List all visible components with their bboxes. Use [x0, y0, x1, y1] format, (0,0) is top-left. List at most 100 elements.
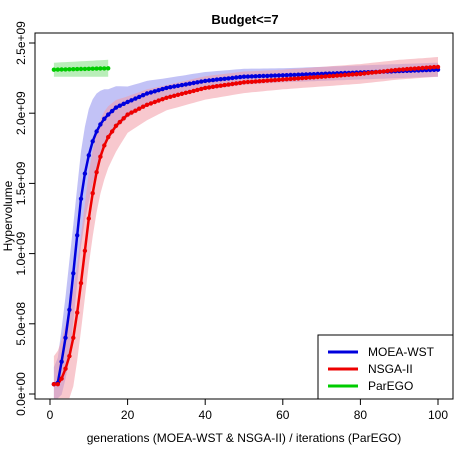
nsga-ii-point [160, 97, 165, 102]
moea-wst-point [82, 171, 88, 176]
moea-wst-point [218, 77, 223, 82]
nsga-ii-point [179, 91, 185, 97]
nsga-ii-point [420, 65, 425, 71]
parego-point [82, 66, 88, 72]
nsga-ii-point [416, 66, 421, 71]
nsga-ii-point [226, 82, 231, 87]
y-tick-label: 2.0e+09 [14, 91, 28, 135]
moea-wst-point [249, 74, 254, 79]
nsga-ii-point [435, 64, 441, 70]
moea-wst-point [164, 85, 169, 91]
nsga-ii-point [172, 93, 177, 99]
nsga-ii-point [199, 86, 204, 92]
moea-wst-point [311, 72, 316, 77]
nsga-ii-point [164, 95, 169, 101]
y-tick-label: 0.0e+00 [14, 372, 28, 416]
nsga-ii-point [400, 67, 406, 72]
nsga-ii-point [315, 74, 320, 80]
nsga-ii-point [86, 216, 92, 221]
moea-wst-point [206, 78, 212, 83]
moea-wst-point [292, 72, 297, 78]
moea-wst-point [265, 73, 270, 79]
nsga-ii-point [245, 79, 251, 85]
y-axis-title: Hypervolume [1, 180, 15, 251]
nsga-ii-point [125, 112, 130, 117]
nsga-ii-point [187, 89, 192, 95]
nsga-ii-point [234, 81, 239, 86]
moea-wst-point [86, 153, 92, 158]
parego-point [75, 66, 80, 72]
nsga-ii-point [129, 110, 134, 115]
nsga-ii-point [253, 79, 258, 84]
moea-wst-point [152, 89, 157, 94]
y-tick-label: 1.5e+09 [14, 161, 28, 205]
moea-wst-point [172, 84, 177, 89]
legend-label: MOEA-WST [368, 345, 435, 359]
moea-wst-point [257, 73, 262, 79]
nsga-ii-point [257, 79, 262, 84]
moea-wst-point [98, 122, 103, 127]
nsga-ii-point [67, 353, 72, 359]
parego-point [59, 67, 64, 72]
nsga-ii-point [218, 83, 223, 88]
nsga-ii-point [323, 74, 328, 79]
moea-wst-point [102, 116, 107, 122]
moea-wst-point [307, 72, 313, 77]
nsga-ii-point [121, 116, 126, 121]
nsga-ii-point [269, 78, 274, 83]
x-tick-label: 60 [276, 408, 290, 422]
parego-point [55, 67, 60, 72]
moea-wst-point [222, 76, 227, 82]
nsga-ii-point [90, 191, 95, 196]
moea-wst-point [71, 271, 76, 276]
nsga-ii-point [94, 170, 99, 175]
parego-point [71, 67, 76, 72]
moea-wst-point [280, 73, 285, 78]
parego-point [94, 66, 99, 71]
moea-wst-point [183, 82, 188, 87]
x-tick-label: 100 [428, 408, 448, 422]
nsga-ii-point [408, 66, 413, 72]
nsga-ii-point [71, 335, 76, 340]
nsga-ii-point [303, 75, 309, 81]
nsga-ii-point [144, 102, 150, 108]
parego-point [86, 66, 92, 72]
nsga-ii-point [140, 104, 146, 109]
nsga-ii-point [210, 84, 216, 90]
parego-point [98, 66, 103, 71]
nsga-ii-point [78, 280, 84, 286]
nsga-ii-point [51, 382, 57, 387]
nsga-ii-point [55, 382, 60, 387]
moea-wst-point [303, 72, 309, 77]
moea-wst-point [296, 72, 301, 77]
nsga-ii-point [102, 143, 107, 148]
moea-wst-point [137, 94, 142, 100]
nsga-ii-point [191, 88, 196, 94]
nsga-ii-point [369, 70, 375, 75]
nsga-ii-point [428, 65, 433, 70]
moea-wst-point [140, 93, 146, 98]
y-tick-label: 2.5e+09 [14, 21, 28, 65]
y-tick-label: 5.0e+08 [14, 302, 28, 346]
nsga-ii-point [206, 85, 212, 90]
nsga-ii-point [397, 67, 402, 72]
nsga-ii-point [288, 76, 293, 82]
nsga-ii-point [307, 75, 313, 80]
nsga-ii-point [109, 129, 115, 134]
x-tick-label: 80 [354, 408, 368, 422]
parego-point [78, 66, 84, 72]
moea-wst-point [94, 129, 99, 134]
legend-label: ParEGO [368, 379, 413, 393]
nsga-ii-point [280, 77, 285, 82]
parego-point [106, 66, 111, 71]
moea-wst-point [90, 139, 95, 144]
legend-box [317, 334, 454, 400]
legend-label: NSGA-II [368, 362, 413, 376]
nsga-ii-point [311, 75, 316, 80]
y-axis: 0.0e+00 5.0e+08 1.0e+09 1.5e+09 2.0e+09 2.5e+… [14, 21, 36, 416]
moea-wst-point [179, 82, 185, 88]
moea-wst-point [261, 73, 266, 79]
nsga-ii-point [183, 90, 188, 96]
nsga-ii-point [362, 71, 367, 76]
nsga-ii-point [431, 64, 437, 70]
